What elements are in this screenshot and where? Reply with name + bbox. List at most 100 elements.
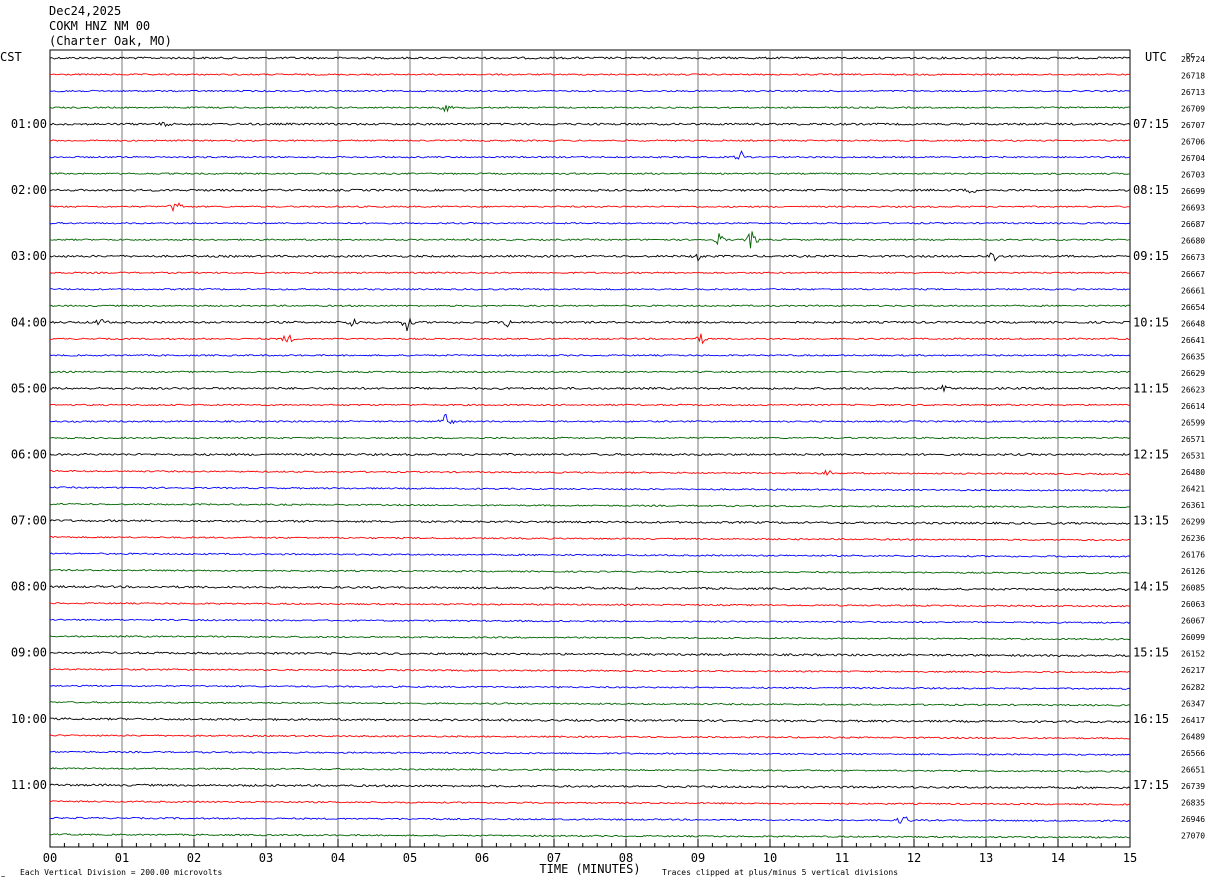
cst-time-label: 05:00 [11,381,47,395]
dc-offset-label: 26709 [1181,105,1205,114]
cst-time-label: 04:00 [11,315,47,329]
seismic-trace [49,816,1131,824]
seismic-trace [49,287,1131,291]
seismic-trace [49,370,1131,374]
dc-offset-label: 26654 [1181,303,1205,312]
seismic-trace [49,734,1131,740]
seismic-trace [49,552,1131,558]
seismic-trace [49,271,1131,275]
dc-offset-label: 26417 [1181,716,1205,725]
dc-offset-label: 26599 [1181,418,1205,427]
date-label: Dec24,2025 [49,4,122,18]
seismic-trace [49,231,1131,249]
seismic-trace [49,89,1131,93]
scale-note: Each Vertical Division = 200.00 microvol… [20,868,222,877]
dc-offset-label: 26217 [1181,666,1205,675]
cst-time-label: 10:00 [11,712,47,726]
dc-offset-label: 27070 [1181,831,1205,840]
seismic-trace [49,783,1131,790]
cst-time-label: 06:00 [11,447,47,461]
utc-time-label: 15:15 [1133,646,1169,660]
dc-offset-label: 26673 [1181,253,1205,262]
utc-time-label: 11:15 [1133,381,1169,395]
seismic-trace [49,188,1131,194]
seismic-trace [49,73,1131,76]
seismic-trace [49,413,1131,425]
station-label: COKM HNZ NM 00 [49,19,151,33]
cst-axis-label: CST [0,50,22,64]
seismic-trace [49,750,1131,757]
x-tick-label: 04 [331,851,345,865]
dc-offset-label: 26648 [1181,319,1205,328]
seismic-trace [49,403,1131,407]
cst-time-label: 02:00 [11,183,47,197]
seismic-trace [49,469,1131,476]
dc-offset-label: 26063 [1181,600,1205,609]
x-tick-label: 12 [907,851,921,865]
seismic-trace [49,202,1131,213]
utc-time-label: 10:15 [1133,315,1169,329]
dc-offset-label: 26623 [1181,385,1205,394]
utc-time-label: 07:15 [1133,117,1169,131]
utc-time-label: 17:15 [1133,778,1169,792]
seismic-trace [49,221,1131,225]
dc-offset-label: 26566 [1181,749,1205,758]
dc-offset-label: 26635 [1181,352,1205,361]
seismic-trace [49,486,1131,492]
dc-offset-label: 26152 [1181,650,1205,659]
seismic-trace [49,150,1131,160]
dc-offset-label: 26680 [1181,237,1205,246]
seismic-trace [49,717,1131,724]
utc-time-label: 13:15 [1133,514,1169,528]
x-tick-label: 08 [619,851,633,865]
seismic-trace [49,56,1131,60]
dc-offset-label: 26641 [1181,336,1205,345]
seismic-trace [49,105,1131,113]
seismic-trace [49,833,1131,839]
utc-time-label: 09:15 [1133,249,1169,263]
clip-note: Traces clipped at plus/minus 5 vertical … [662,868,898,877]
cst-time-label: 01:00 [11,117,47,131]
dc-header-label: DC [1186,52,1194,60]
dc-offset-label: 26531 [1181,451,1205,460]
x-tick-label: 03 [259,851,273,865]
seismic-trace [49,139,1131,142]
seismic-trace [49,568,1131,575]
dc-offset-label: 26629 [1181,369,1205,378]
dc-offset-label: 26693 [1181,204,1205,213]
x-tick-label: 14 [1051,851,1065,865]
dc-offset-label: 26126 [1181,567,1205,576]
seismic-trace [49,535,1131,542]
utc-time-label: 12:15 [1133,447,1169,461]
dc-offset-label: 26713 [1181,88,1205,97]
dc-offset-label: 26614 [1181,402,1205,411]
x-tick-label: 11 [835,851,849,865]
dc-offset-label: 26739 [1181,782,1205,791]
dc-offset-label: 26661 [1181,286,1205,295]
seismic-trace [49,502,1131,509]
seismic-trace [49,436,1131,440]
dc-offset-label: 26946 [1181,815,1205,824]
dc-offset-label: 26703 [1181,171,1205,180]
seismic-trace [49,701,1131,707]
seismic-trace [49,384,1131,393]
cst-time-label: 07:00 [11,514,47,528]
x-tick-label: 10 [763,851,777,865]
cst-time-label: 03:00 [11,249,47,263]
seismic-trace [49,651,1131,658]
seismic-trace [49,354,1131,357]
dc-offset-label: 26687 [1181,220,1205,229]
seismic-trace [49,304,1131,308]
utc-time-label: 14:15 [1133,580,1169,594]
dc-offset-label: 26067 [1181,617,1205,626]
seismic-trace [49,452,1131,457]
seismic-trace [49,252,1131,262]
corner-mark: ~ [1,873,5,881]
x-tick-label: 07 [547,851,561,865]
dc-offset-label: 26176 [1181,551,1205,560]
seismic-trace [49,668,1131,674]
dc-offset-label: 26699 [1181,187,1205,196]
utc-time-label: 08:15 [1133,183,1169,197]
dc-offset-label: 26704 [1181,154,1205,163]
